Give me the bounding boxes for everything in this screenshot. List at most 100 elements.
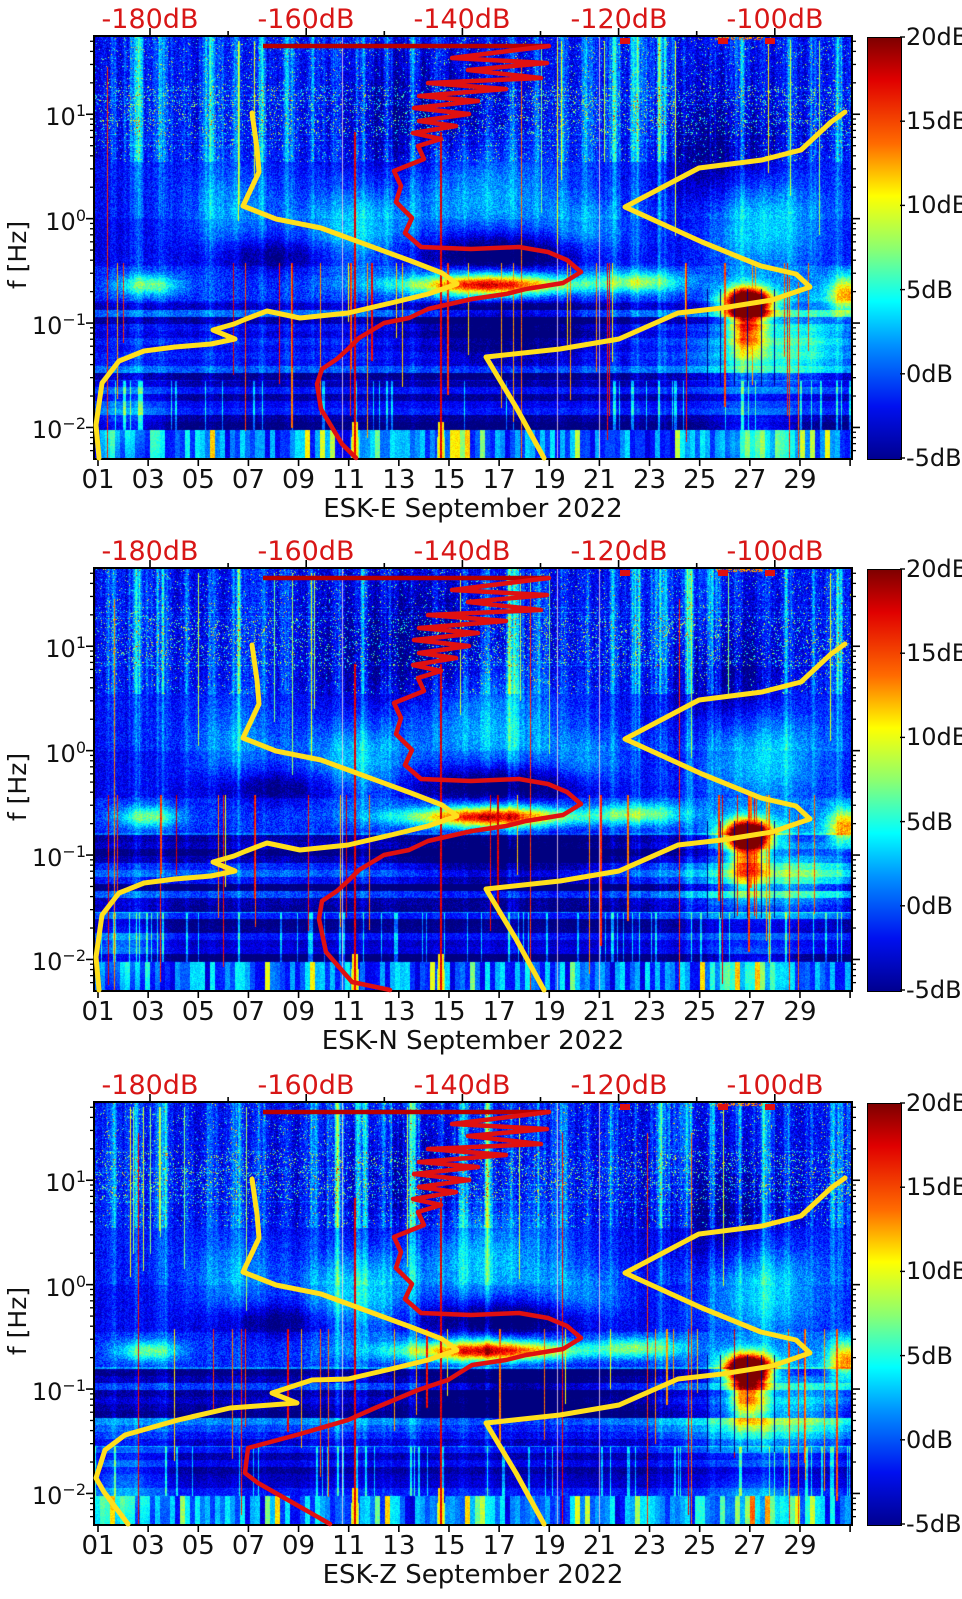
y-tick-base: 10 [45, 103, 76, 132]
spectrogram-heatmap [95, 569, 851, 990]
colorbar-tick-label: 10dB [906, 191, 962, 220]
y-axis-label: f [Hz] [3, 752, 32, 822]
colorbar-tick-label: -5dB [906, 976, 962, 1004]
y-tick-exponent: 1 [75, 101, 86, 121]
x-axis-tick-label: 05 [181, 1531, 215, 1561]
y-axis-tick-label: 100 [0, 733, 86, 769]
x-axis-tick-label: 23 [632, 997, 667, 1027]
x-axis-tick-label: 13 [382, 1531, 416, 1561]
top-axis-db-label: -100dB [726, 536, 824, 567]
top-axis-db-label: -100dB [726, 1070, 824, 1101]
x-axis-tick-label: 25 [683, 1531, 717, 1561]
x-axis-tick-label: 23 [632, 1531, 667, 1561]
x-axis-tick-label: 11 [332, 1531, 366, 1561]
y-tick-base: 10 [45, 739, 76, 768]
colorbar-tick-label: 5dB [906, 1341, 953, 1370]
y-axis-tick-label: 10−2 [0, 941, 86, 977]
top-axis-db-label: -140dB [413, 4, 511, 35]
x-axis-tick-label: 03 [131, 465, 165, 495]
panel-title: ESK-Z September 2022 [322, 1560, 624, 1590]
colorbar-tick-label: 15dB [906, 107, 962, 136]
y-axis-tick-label: 10−1 [0, 305, 86, 341]
top-axis-db-label: -160dB [257, 536, 355, 567]
y-axis-tick-label: 101 [0, 96, 86, 132]
colorbar-tick-label: -5dB [906, 444, 962, 472]
x-axis-tick-label: 13 [382, 465, 416, 495]
x-axis-tick-label: 21 [582, 465, 616, 495]
colorbar-tick-label: -5dB [906, 1510, 962, 1538]
y-tick-exponent: −1 [62, 310, 86, 330]
x-axis-tick-label: 27 [733, 1531, 767, 1561]
top-axis-db-label: -160dB [257, 4, 355, 35]
x-axis-tick-label: 17 [482, 1531, 516, 1561]
y-tick-base: 10 [31, 844, 63, 873]
top-axis-db-label: -140dB [413, 536, 511, 567]
x-axis-tick-label: 11 [332, 997, 366, 1027]
x-axis-tick-label: 11 [332, 465, 366, 495]
y-tick-base: 10 [31, 1378, 63, 1407]
y-axis-label: f [Hz] [3, 220, 32, 290]
x-axis-tick-label: 07 [231, 1531, 265, 1561]
y-tick-base: 10 [31, 416, 63, 445]
colorbar-tick-label: 10dB [906, 723, 962, 752]
y-tick-base: 10 [45, 207, 76, 236]
top-axis-db-label: -100dB [726, 4, 824, 35]
y-axis-tick-label: 101 [0, 628, 86, 664]
colorbar-tick-label: 20dB [906, 23, 962, 51]
y-tick-exponent: 0 [75, 1271, 86, 1291]
x-axis-tick-label: 21 [582, 997, 616, 1027]
x-axis-tick-label: 23 [632, 465, 667, 495]
y-tick-exponent: −2 [62, 414, 86, 434]
top-axis-db-label: -120dB [570, 1070, 668, 1101]
x-axis-tick-label: 15 [432, 465, 466, 495]
colorbar-gradient [867, 1103, 902, 1526]
panel-title: ESK-E September 2022 [323, 494, 623, 524]
x-axis-tick-label: 09 [282, 465, 316, 495]
y-axis-tick-label: 100 [0, 1267, 86, 1303]
top-axis-db-label: -180dB [101, 536, 199, 567]
x-axis-tick-label: 15 [432, 1531, 466, 1561]
y-tick-base: 10 [31, 948, 63, 977]
top-axis-db-label: -180dB [101, 1070, 199, 1101]
colorbar-tick-label: 10dB [906, 1257, 962, 1286]
y-tick-exponent: 0 [75, 205, 86, 225]
x-axis-tick-label: 17 [482, 465, 516, 495]
x-axis-tick-label: 19 [532, 1531, 566, 1561]
x-axis-tick-label: 29 [783, 997, 817, 1027]
y-axis-label: f [Hz] [3, 1286, 32, 1356]
top-axis-db-label: -120dB [570, 4, 668, 35]
y-axis-tick-label: 101 [0, 1162, 86, 1198]
y-tick-base: 10 [31, 1482, 63, 1511]
spectrogram-heatmap [95, 37, 851, 458]
y-tick-exponent: −1 [62, 842, 86, 862]
x-axis-tick-label: 21 [582, 1531, 616, 1561]
x-axis-tick-label: 25 [683, 465, 717, 495]
y-tick-base: 10 [31, 312, 63, 341]
spectrogram-panel-esk-e: -180dB -160dB -140dB -120dB -100dB 101 100 10−1… [0, 0, 962, 533]
x-axis-tick-label: 13 [382, 997, 416, 1027]
y-axis-tick-label: 10−2 [0, 1475, 86, 1511]
colorbar-tick-label: 0dB [906, 1425, 953, 1454]
y-axis-tick-label: 10−1 [0, 837, 86, 873]
x-axis-tick-label: 19 [532, 465, 566, 495]
x-axis-tick-label: 03 [131, 1531, 165, 1561]
x-axis-tick-label: 01 [81, 997, 115, 1027]
y-tick-exponent: −2 [62, 946, 86, 966]
panel-title: ESK-N September 2022 [321, 1026, 625, 1056]
y-tick-exponent: 1 [75, 633, 86, 653]
y-tick-exponent: 1 [75, 1167, 86, 1187]
y-axis-tick-label: 100 [0, 201, 86, 237]
y-axis-tick-label: 10−1 [0, 1371, 86, 1407]
colorbar-tick-label: 0dB [906, 891, 953, 920]
colorbar-gradient [867, 569, 902, 992]
colorbar-tick-label: 5dB [906, 807, 953, 836]
top-axis-db-label: -140dB [413, 1070, 511, 1101]
x-axis-tick-label: 01 [81, 1531, 115, 1561]
x-axis-tick-label: 09 [282, 997, 316, 1027]
top-axis-db-label: -120dB [570, 536, 668, 567]
x-axis-tick-label: 29 [783, 1531, 817, 1561]
colorbar-tick-label: 15dB [906, 1173, 962, 1202]
y-tick-base: 10 [45, 635, 76, 664]
spectrogram-panel-esk-n: -180dB -160dB -140dB -120dB -100dB 101 100 10−1… [0, 532, 962, 1065]
